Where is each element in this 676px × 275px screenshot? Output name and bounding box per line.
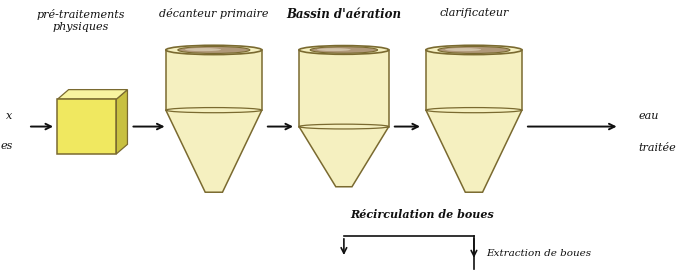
Ellipse shape [426, 45, 522, 55]
Bar [426, 50, 522, 110]
Bar [166, 50, 262, 110]
Ellipse shape [178, 46, 250, 53]
Text: décanteur primaire: décanteur primaire [159, 7, 268, 18]
Text: x: x [6, 111, 13, 121]
Bar [299, 50, 389, 126]
Polygon shape [116, 90, 128, 154]
Text: eau: eau [638, 111, 658, 121]
Ellipse shape [438, 46, 510, 53]
Text: clarificateur: clarificateur [439, 7, 508, 18]
Ellipse shape [310, 47, 378, 53]
Text: traitée: traitée [638, 144, 676, 153]
Ellipse shape [166, 108, 262, 113]
Ellipse shape [299, 46, 389, 54]
Ellipse shape [445, 48, 481, 51]
Bar [57, 99, 116, 154]
Text: Bassin d'aération: Bassin d'aération [287, 7, 402, 21]
Ellipse shape [166, 45, 262, 55]
Ellipse shape [426, 108, 522, 113]
Polygon shape [426, 110, 522, 192]
Polygon shape [57, 90, 128, 99]
Polygon shape [166, 110, 262, 192]
Text: Extraction de boues: Extraction de boues [486, 249, 592, 258]
Ellipse shape [317, 48, 351, 51]
Polygon shape [299, 126, 389, 187]
Ellipse shape [185, 48, 221, 51]
Text: es: es [0, 141, 13, 151]
Ellipse shape [299, 124, 389, 129]
Text: pré-traitements
physiques: pré-traitements physiques [37, 9, 125, 32]
Text: Récirculation de boues: Récirculation de boues [350, 208, 494, 219]
